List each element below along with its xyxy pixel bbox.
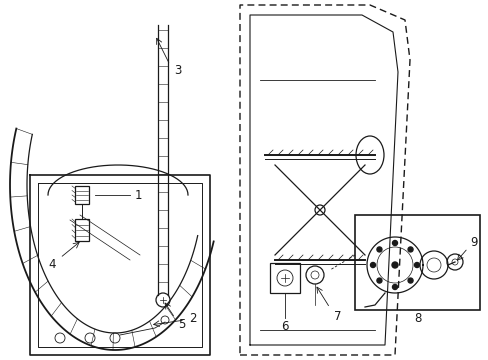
Text: 1: 1 [134,189,142,202]
Bar [354,215,479,310]
Circle shape [392,240,397,246]
Circle shape [391,262,397,268]
Text: 9: 9 [469,235,477,248]
Text: 5: 5 [178,318,185,330]
Bar [75,219,89,241]
Bar [75,186,89,204]
Text: 3: 3 [174,63,182,77]
Text: 2: 2 [189,311,196,324]
Circle shape [392,284,397,289]
Text: 6: 6 [281,320,288,333]
Circle shape [407,247,412,252]
Text: 7: 7 [334,310,341,323]
Circle shape [376,247,381,252]
Circle shape [370,262,375,267]
Circle shape [314,205,325,215]
Text: 4: 4 [48,258,56,271]
Circle shape [407,278,412,283]
Circle shape [414,262,419,267]
Text: 8: 8 [413,311,421,324]
Bar [269,263,299,293]
Circle shape [376,278,381,283]
